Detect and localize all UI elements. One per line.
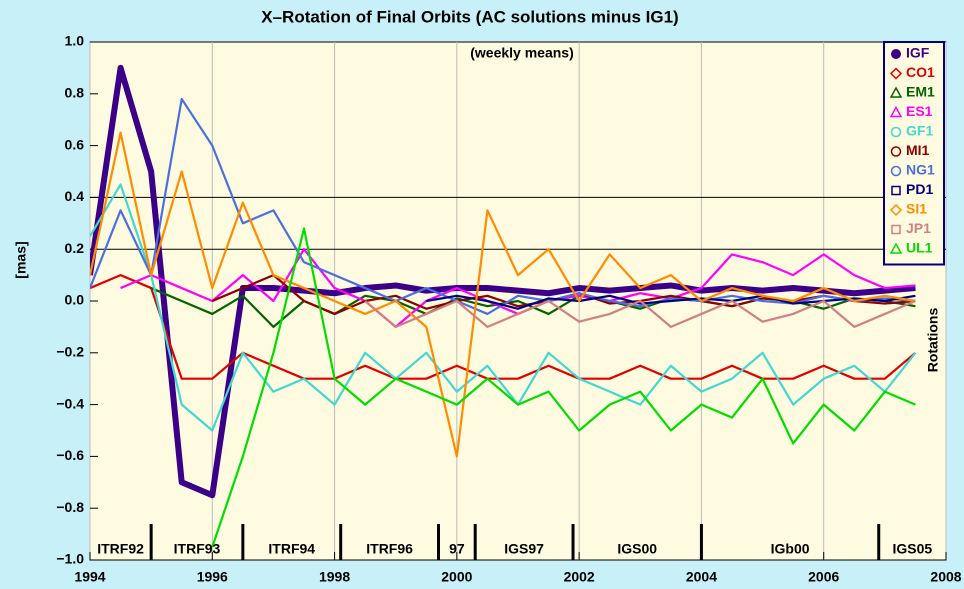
x-tick-label: 2006	[808, 569, 839, 585]
series-line	[211, 227, 916, 548]
x-tick-label: 2008	[930, 569, 961, 585]
y-tick-label: −0.6	[56, 447, 84, 463]
legend-label: SI1	[906, 201, 927, 217]
legend-label: IGF	[906, 45, 930, 61]
legend-label: ES1	[906, 103, 933, 119]
frame-label: IGS05	[893, 541, 933, 557]
x-tick-label: 2000	[441, 569, 472, 585]
frame-label: ITRF96	[366, 541, 413, 557]
legend-marker	[889, 203, 903, 217]
frame-label: ITRF94	[268, 541, 315, 557]
y-tick-label: −0.4	[56, 395, 84, 411]
legend-marker	[891, 49, 901, 59]
legend-label: PD1	[906, 181, 933, 197]
legend-box	[883, 41, 945, 266]
y-tick-label: 0.0	[65, 292, 85, 308]
right-label: Rotations	[925, 308, 941, 373]
legend-marker	[889, 242, 903, 254]
frame-label: IGS00	[617, 541, 657, 557]
legend-marker	[890, 126, 902, 138]
y-tick-label: 1.0	[65, 33, 85, 49]
legend-marker	[891, 185, 901, 196]
legend-marker	[889, 67, 903, 80]
series-line	[426, 294, 916, 310]
legend-marker	[890, 146, 902, 157]
legend-marker	[891, 224, 901, 235]
frame-label: ITRF93	[174, 541, 221, 557]
legend-label: JP1	[906, 220, 931, 236]
x-tick-label: 1998	[319, 569, 350, 585]
frame-label: IGb00	[771, 541, 810, 557]
legend-label: NG1	[906, 162, 935, 178]
frame-label: IGS97	[504, 541, 544, 557]
legend-marker	[889, 86, 903, 98]
x-tick-label: 2004	[686, 569, 717, 585]
y-tick-label: −0.8	[56, 499, 84, 515]
y-tick-label: 0.2	[65, 240, 85, 256]
legend-label: GF1	[906, 123, 933, 139]
legend-marker	[890, 165, 902, 177]
y-tick-label: 0.8	[65, 85, 85, 101]
x-tick-label: 1994	[74, 569, 105, 585]
chart-title: X–Rotation of Final Orbits (AC solutions…	[261, 7, 678, 26]
y-tick-label: 0.6	[65, 136, 85, 152]
series-line	[90, 131, 916, 458]
y-tick-label: 0.4	[65, 188, 85, 204]
series-line	[90, 183, 917, 432]
legend-label: EM1	[906, 84, 935, 100]
legend-marker	[889, 105, 903, 118]
y-axis-label: [mas]	[13, 241, 29, 278]
chart-subtitle: (weekly means)	[470, 45, 574, 61]
frame-label: ITRF92	[97, 541, 144, 557]
x-tick-label: 1996	[197, 569, 228, 585]
legend-label: MI1	[906, 142, 930, 158]
frame-label: 97	[449, 541, 465, 557]
x-tick-label: 2002	[564, 569, 595, 585]
series-line	[364, 299, 916, 328]
legend-label: UL1	[906, 240, 933, 256]
legend-label: CO1	[906, 64, 935, 80]
y-tick-label: −1.0	[56, 551, 84, 567]
y-tick-label: −0.2	[56, 344, 84, 360]
